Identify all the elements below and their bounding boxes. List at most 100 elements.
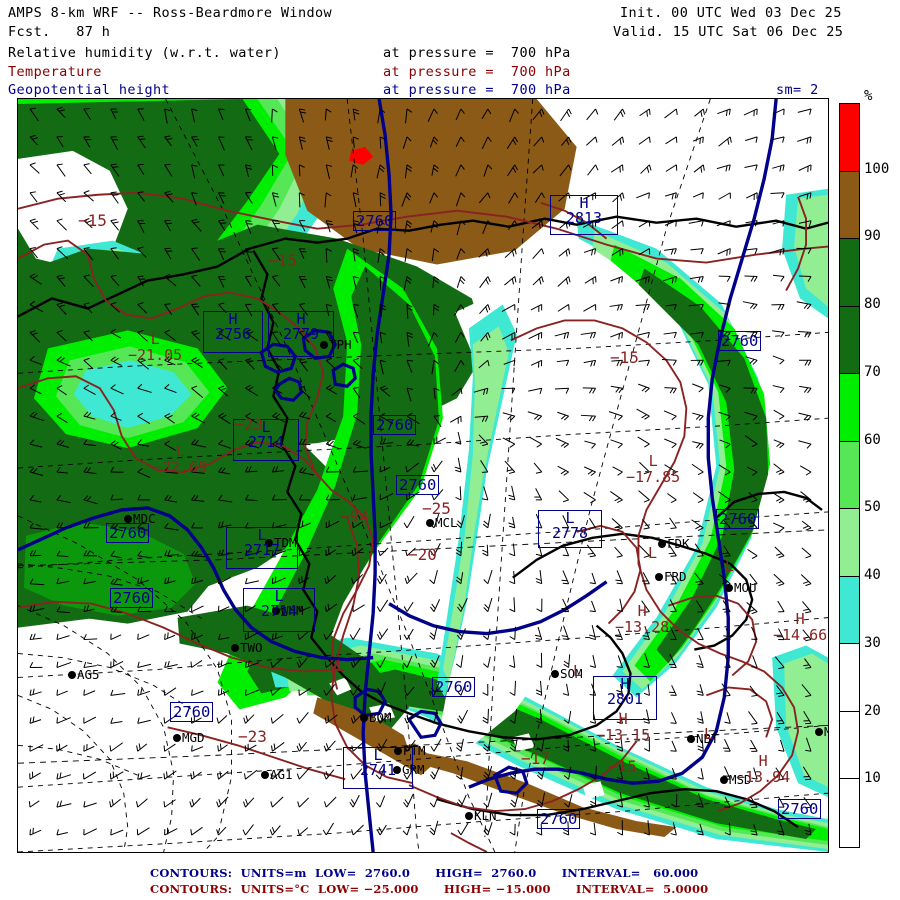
wind-barb-icon bbox=[376, 573, 387, 584]
wind-barb-icon bbox=[509, 626, 516, 640]
wind-barb-icon bbox=[457, 597, 468, 612]
station-label: GRM bbox=[402, 762, 425, 777]
wind-barb-icon bbox=[56, 246, 69, 260]
height-extremum-box: L 2741 bbox=[343, 747, 413, 789]
wind-barb-icon bbox=[609, 303, 623, 311]
wind-barb-icon bbox=[110, 163, 120, 177]
wind-barb-icon bbox=[563, 766, 572, 780]
wind-barb-icon bbox=[163, 770, 177, 780]
wind-barb-icon bbox=[244, 632, 259, 641]
wind-barb-icon bbox=[746, 192, 758, 201]
wind-barb-icon bbox=[29, 550, 42, 557]
wind-barb-icon bbox=[110, 633, 122, 641]
wind-barb-icon bbox=[798, 440, 812, 449]
wind-barb-icon bbox=[164, 660, 178, 668]
wind-barb-icon bbox=[270, 768, 284, 780]
wind-barb-icon bbox=[639, 461, 650, 475]
wind-barb-icon bbox=[507, 164, 519, 177]
wind-barb-icon bbox=[323, 740, 336, 752]
wind-barb-icon bbox=[406, 491, 420, 501]
temperature-contour-label: −20 bbox=[408, 545, 437, 564]
relative-humidity-colorbar[interactable] bbox=[839, 103, 860, 848]
wind-barb-icon bbox=[403, 793, 414, 808]
wind-barb-icon bbox=[56, 106, 66, 119]
wind-barb-icon bbox=[375, 767, 385, 780]
wind-barb-icon bbox=[556, 359, 570, 366]
wind-barb-icon bbox=[218, 660, 229, 668]
wind-barb-icon bbox=[190, 660, 203, 668]
wind-barb-icon bbox=[164, 522, 179, 531]
wind-barb-icon bbox=[692, 441, 704, 449]
wind-barb-icon bbox=[617, 820, 624, 836]
wind-barb-icon bbox=[136, 743, 148, 752]
wind-barb-icon bbox=[718, 411, 731, 421]
wind-barb-icon bbox=[769, 248, 785, 256]
wind-barb-icon bbox=[298, 549, 311, 557]
wind-barb-icon bbox=[351, 547, 364, 557]
forecast-map-panel[interactable]: AG5AG4AG1MGDMDCTWOTDMWHMTPHBOMPTMGRMKLNM… bbox=[17, 98, 829, 853]
wind-barb-icon bbox=[325, 248, 332, 263]
wind-barb-icon bbox=[455, 572, 464, 585]
height-contour-label: 2760 bbox=[396, 475, 440, 495]
extremum-kind-label: H bbox=[579, 194, 589, 212]
wind-barb-icon bbox=[164, 273, 177, 287]
wind-barb-icon bbox=[774, 546, 785, 559]
wind-barb-icon bbox=[271, 136, 279, 151]
wind-barb-icon bbox=[636, 331, 650, 339]
wind-barb-icon bbox=[379, 521, 393, 529]
wind-barb-icon bbox=[559, 164, 572, 177]
wind-barb-icon bbox=[509, 571, 516, 585]
wind-barb-icon bbox=[429, 766, 440, 780]
wind-barb-icon bbox=[664, 438, 677, 449]
wind-barb-icon bbox=[110, 523, 123, 532]
wind-barb-icon bbox=[191, 605, 204, 613]
wind-barb-icon bbox=[722, 545, 731, 557]
wind-barb-icon bbox=[325, 303, 333, 316]
wind-barb-icon bbox=[325, 136, 333, 150]
wind-barb-icon bbox=[271, 548, 286, 557]
wind-barb-icon bbox=[405, 462, 419, 473]
wind-barb-icon bbox=[83, 466, 97, 475]
wind-barb-icon bbox=[772, 492, 785, 504]
wind-barb-icon bbox=[298, 108, 307, 123]
wind-barb-icon bbox=[325, 439, 339, 449]
colorbar-tick-label: 100 bbox=[864, 160, 890, 177]
temperature-extremum: L −22.69 bbox=[153, 443, 207, 476]
wind-barb-icon bbox=[379, 466, 391, 473]
wind-barb-icon bbox=[722, 738, 731, 752]
wind-barb-icon bbox=[431, 359, 440, 375]
wind-barb-icon bbox=[29, 688, 42, 696]
wind-barb-icon bbox=[323, 769, 335, 780]
wind-barb-icon bbox=[191, 303, 200, 316]
wind-barb-icon bbox=[482, 708, 489, 724]
wind-barb-icon bbox=[430, 738, 442, 752]
wind-barb-icon bbox=[455, 164, 465, 177]
extremum-kind-label: H bbox=[228, 310, 238, 328]
wind-barb-icon bbox=[796, 247, 812, 254]
wind-barb-icon bbox=[456, 684, 466, 696]
wind-barb-icon bbox=[751, 767, 758, 780]
temperature-extremum: L −17.85 bbox=[626, 453, 680, 486]
station-dot-icon bbox=[465, 812, 473, 820]
height-contour-label: 2760 bbox=[110, 588, 154, 608]
station-dot-icon bbox=[272, 607, 280, 615]
wind-barb-icon bbox=[744, 411, 758, 421]
wind-barb-icon bbox=[509, 655, 516, 668]
wind-barb-icon bbox=[562, 739, 570, 752]
wind-barb-icon bbox=[245, 329, 258, 342]
wind-barb-icon bbox=[137, 302, 148, 314]
wind-barb-icon bbox=[352, 439, 367, 449]
wind-barb-icon bbox=[457, 822, 469, 836]
wind-barb-icon bbox=[558, 490, 569, 503]
wind-barb-icon bbox=[427, 108, 438, 122]
wind-barb-icon bbox=[110, 829, 124, 836]
station-label: FRD bbox=[664, 569, 687, 584]
wind-barb-icon bbox=[83, 771, 97, 780]
colorbar-tick-label: 10 bbox=[864, 770, 881, 787]
wind-barb-icon bbox=[56, 689, 68, 696]
wind-barb-icon bbox=[669, 626, 677, 641]
wind-barb-icon bbox=[509, 823, 516, 836]
footer-height-contour-info: CONTOURS: UNITS=m LOW= 2760.0 HIGH= 2760… bbox=[150, 866, 699, 880]
wind-barb-icon bbox=[798, 164, 812, 173]
wind-barb-icon bbox=[270, 796, 284, 808]
